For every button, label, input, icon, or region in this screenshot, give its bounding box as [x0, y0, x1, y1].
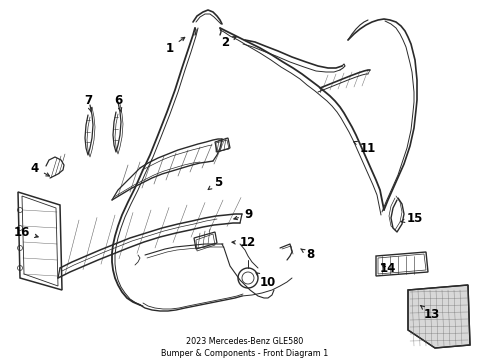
Text: 2: 2 — [221, 36, 236, 49]
Text: 4: 4 — [31, 162, 49, 176]
Text: 16: 16 — [14, 225, 38, 238]
Text: 10: 10 — [256, 273, 276, 288]
Text: 11: 11 — [354, 141, 376, 154]
Text: 6: 6 — [114, 94, 122, 112]
Text: 7: 7 — [84, 94, 92, 112]
Polygon shape — [408, 285, 470, 348]
Text: 13: 13 — [421, 306, 440, 321]
Text: 1: 1 — [166, 37, 185, 54]
Text: 14: 14 — [380, 261, 396, 274]
Text: 15: 15 — [401, 211, 423, 225]
Text: 8: 8 — [301, 248, 314, 261]
Text: 9: 9 — [234, 208, 252, 221]
Text: 5: 5 — [208, 175, 222, 190]
Text: 12: 12 — [232, 237, 256, 249]
Text: 2023 Mercedes-Benz GLE580
Bumper & Components - Front Diagram 1: 2023 Mercedes-Benz GLE580 Bumper & Compo… — [161, 337, 329, 358]
